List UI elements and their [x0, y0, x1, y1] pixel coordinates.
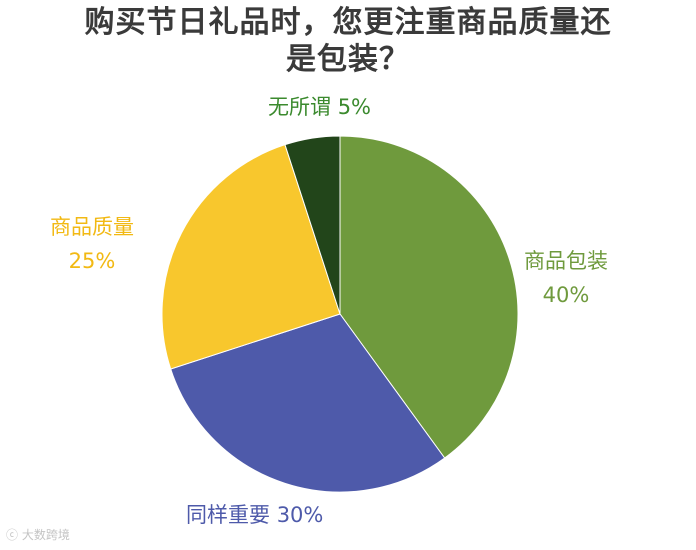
slice-label-packaging-name: 商品包装 — [524, 249, 608, 273]
chart-title-line-1: 购买节日礼品时，您更注重商品质量还 — [84, 5, 612, 40]
pie-slice-indifferent — [284, 135, 341, 315]
slice-label-quality-pct: 25% — [68, 249, 116, 273]
pie-slice-quality — [161, 144, 341, 370]
pie-slice-both — [170, 313, 446, 493]
slice-label-both-name: 同样重要 — [186, 503, 270, 527]
chart-title-line-2: 是包装？ — [286, 42, 410, 77]
slice-label-packaging: 商品包装 40% — [524, 244, 608, 312]
watermark-text: 大数跨境 — [21, 528, 70, 542]
watermark-logo-icon: ⓒ — [6, 528, 19, 542]
slice-label-both-pct: 30% — [276, 503, 324, 527]
slice-label-quality: 商品质量 25% — [50, 210, 134, 278]
watermark: ⓒ 大数跨境 — [6, 526, 70, 543]
slice-label-both: 同样重要 30% — [186, 498, 323, 532]
pie-slice-packaging — [339, 135, 519, 459]
slice-label-indifferent-pct: 5% — [337, 95, 372, 119]
slice-label-quality-name: 商品质量 — [50, 215, 134, 239]
slice-label-indifferent: 无所谓 5% — [268, 90, 371, 124]
slice-label-packaging-pct: 40% — [542, 283, 590, 307]
slice-label-indifferent-name: 无所谓 — [268, 95, 331, 119]
chart-title: 购买节日礼品时，您更注重商品质量还 是包装？ — [0, 4, 696, 78]
